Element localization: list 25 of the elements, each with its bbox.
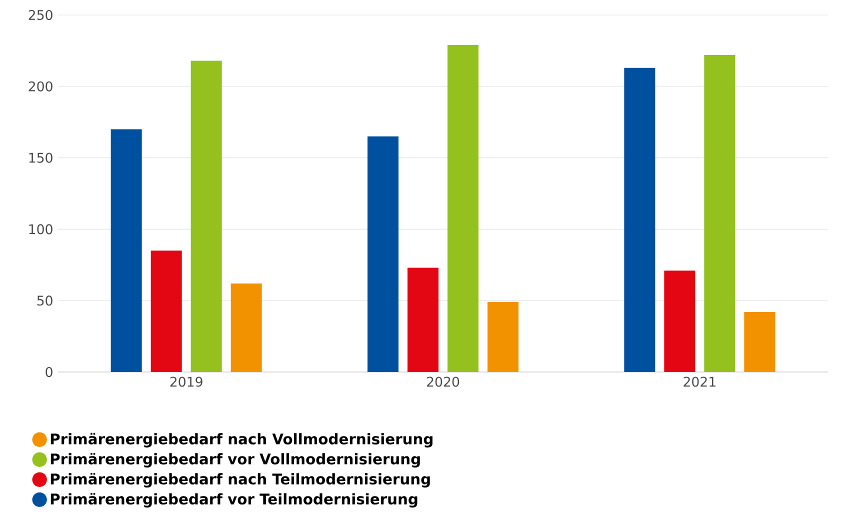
- legend-label: Primärenergiebedarf vor Vollmodernisierung: [50, 452, 420, 468]
- bar: [664, 270, 696, 372]
- y-tick-label: 150: [29, 152, 52, 163]
- y-tick-label: 200: [28, 81, 52, 92]
- bar: [368, 136, 399, 372]
- x-tick-label: 2020: [427, 376, 460, 387]
- bar: [744, 312, 776, 372]
- y-tick-label: 0: [46, 366, 52, 378]
- legend-label: Primärenergiebedarf nach Teilmodernisierung: [50, 472, 430, 488]
- bar: [704, 54, 736, 372]
- legend-label: Primärenergiebedarf vor Teilmodernisierung: [50, 492, 418, 508]
- x-tick-label: 2021: [684, 376, 716, 387]
- y-tick-label: 50: [37, 296, 52, 306]
- bar: [408, 268, 438, 372]
- bar: [230, 283, 262, 372]
- legend-label: Primärenergiebedarf nach Vollmodernisierung: [50, 432, 432, 448]
- x-tick-label: 2019: [170, 376, 202, 387]
- bar: [150, 250, 182, 372]
- bar: [110, 129, 142, 372]
- bar: [190, 60, 222, 372]
- bar: [624, 68, 656, 372]
- y-tick-label: 100: [29, 224, 52, 234]
- bar: [488, 302, 518, 372]
- bar: [448, 44, 478, 372]
- y-tick-label: 250: [28, 10, 52, 20]
